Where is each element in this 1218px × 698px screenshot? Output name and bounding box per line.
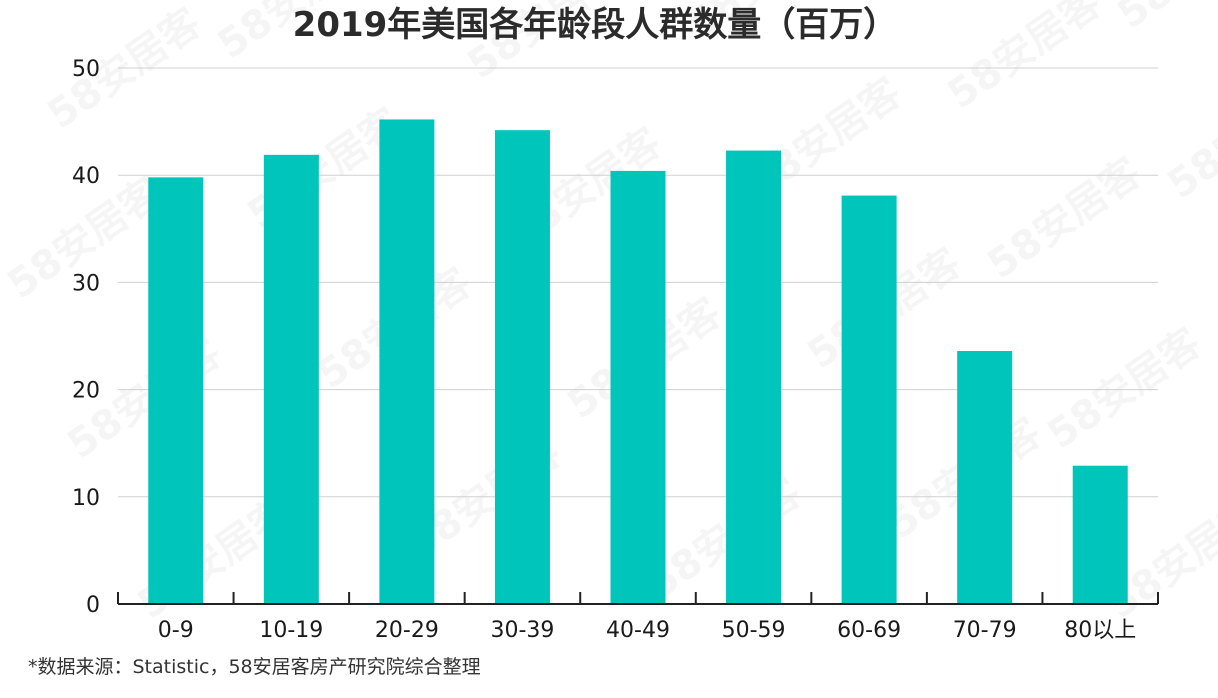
bars (148, 119, 1128, 605)
y-axis-ticks: 0 10 20 30 40 50 (72, 57, 100, 618)
watermark-text: 58安居客 (1109, 0, 1218, 38)
y-tick-label: 0 (86, 593, 100, 618)
y-tick-label: 50 (72, 57, 100, 82)
bar-10-19 (263, 154, 319, 604)
x-tick-label: 60-69 (837, 618, 901, 643)
bar-0-9 (148, 177, 204, 604)
x-axis-ticks: 0-9 10-19 20-29 30-39 40-49 50-59 60-69 70-79 80… (158, 618, 1136, 643)
bar-30-39 (494, 130, 550, 604)
watermark-text: 58安居客 (979, 150, 1149, 288)
y-tick-label: 30 (72, 271, 100, 296)
y-tick-label: 20 (72, 379, 100, 404)
watermark-text: 58安居客 (1039, 320, 1209, 458)
bar-20-29 (379, 119, 435, 605)
x-tick-label: 20-29 (375, 618, 439, 643)
bar-50-59 (726, 150, 782, 604)
x-tick-label: 40-49 (606, 618, 670, 643)
x-tick-label: 70-79 (953, 618, 1017, 643)
source-note: *数据来源：Statistic，58安居客房产研究院综合整理 (28, 656, 481, 678)
x-axis (117, 592, 1159, 605)
bar-70-79 (957, 351, 1013, 604)
x-tick-label: 50-59 (722, 618, 786, 643)
y-tick-label: 40 (72, 164, 100, 189)
x-tick-label: 10-19 (259, 618, 323, 643)
x-tick-label: 0-9 (158, 618, 194, 643)
bar-80以上 (1072, 465, 1128, 604)
watermark-text: 58安居客 (1159, 70, 1218, 208)
y-tick-label: 10 (72, 486, 100, 511)
x-tick-label: 30-39 (490, 618, 554, 643)
bar-60-69 (841, 195, 897, 604)
watermark-text: 58安居客 (39, 0, 209, 138)
chart-title: 2019年美国各年龄段人群数量（百万） (293, 5, 898, 45)
x-tick-label: 80以上 (1064, 618, 1136, 643)
watermark-text: 58安居客 (939, 0, 1109, 118)
bar-40-49 (610, 170, 666, 605)
